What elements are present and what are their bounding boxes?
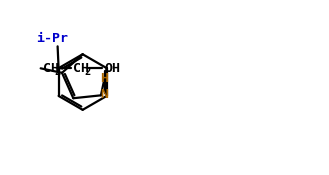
Text: 2: 2 xyxy=(85,67,91,77)
Text: CH: CH xyxy=(73,62,89,75)
Text: N: N xyxy=(100,88,108,101)
Text: CH: CH xyxy=(43,62,59,75)
Text: i-Pr: i-Pr xyxy=(36,32,68,45)
Text: OH: OH xyxy=(104,62,120,75)
Text: H: H xyxy=(100,72,108,85)
Text: 2: 2 xyxy=(54,67,60,77)
